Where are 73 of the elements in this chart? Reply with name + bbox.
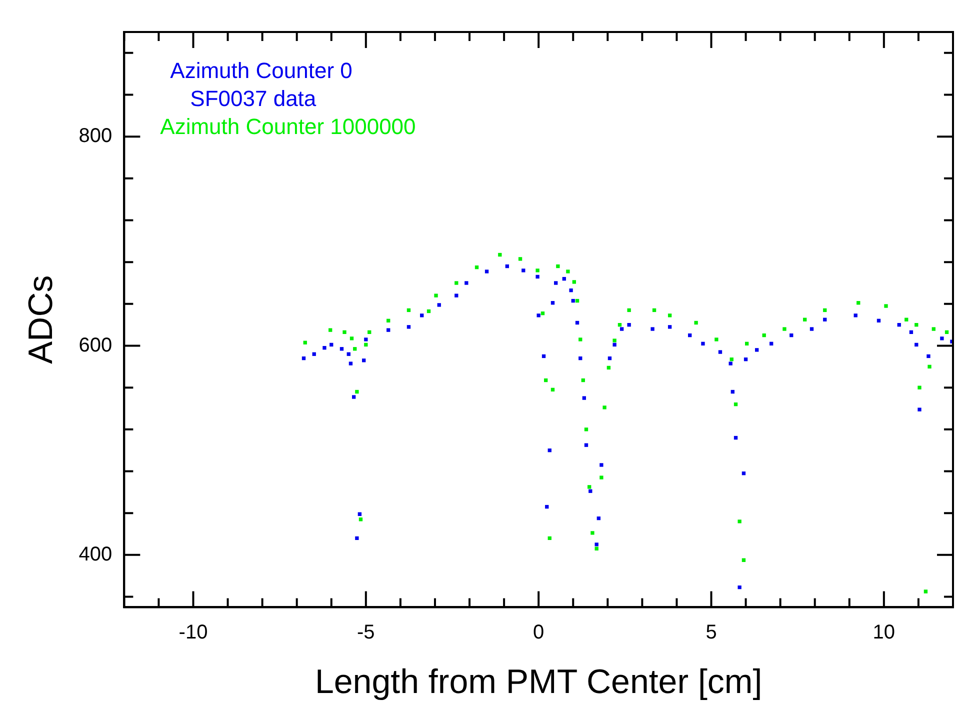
x-tick-label: -5 <box>357 622 375 644</box>
point <box>474 265 479 270</box>
point <box>627 308 631 312</box>
point <box>328 328 332 332</box>
point <box>364 342 368 347</box>
point <box>544 378 548 382</box>
point <box>694 320 698 325</box>
point <box>303 340 307 344</box>
point <box>856 301 860 305</box>
point <box>556 264 560 268</box>
x-axis-title: Length from PMT Center [cm] <box>314 662 762 701</box>
point <box>823 308 827 312</box>
point <box>454 281 458 285</box>
point <box>584 428 588 432</box>
point <box>762 333 766 338</box>
point <box>426 309 431 314</box>
x-tick-label: 5 <box>706 622 717 644</box>
point <box>782 327 786 331</box>
point <box>355 390 359 394</box>
point <box>406 308 411 312</box>
point <box>600 476 604 480</box>
point <box>350 336 354 340</box>
y-tick-label: 600 <box>78 334 112 356</box>
point <box>734 402 738 406</box>
point <box>353 347 357 351</box>
x-tick-label: -10 <box>178 622 208 644</box>
point <box>884 304 888 308</box>
point <box>518 257 522 261</box>
point <box>602 406 606 410</box>
point <box>594 546 598 550</box>
y-tick-label: 400 <box>78 543 112 566</box>
point <box>606 366 611 370</box>
point <box>714 338 718 342</box>
point <box>548 536 552 540</box>
point <box>575 298 580 303</box>
point <box>914 322 918 327</box>
point <box>536 268 540 272</box>
point <box>368 330 372 334</box>
point <box>618 322 622 327</box>
point <box>738 520 742 524</box>
point <box>578 338 582 342</box>
point <box>572 280 576 284</box>
point <box>944 330 949 334</box>
point <box>742 558 746 562</box>
text: Azimuth Counter 1000000 <box>160 114 416 140</box>
point <box>730 358 734 362</box>
point <box>498 252 502 257</box>
point <box>550 388 555 392</box>
point <box>918 386 922 390</box>
x-tick-label: 0 <box>533 622 544 644</box>
point <box>612 338 616 342</box>
point <box>932 327 936 331</box>
point <box>904 318 908 322</box>
point <box>588 485 592 489</box>
text: Azimuth Counter 0 <box>170 58 352 84</box>
point <box>744 342 749 346</box>
point <box>590 531 594 535</box>
point <box>928 364 932 368</box>
point <box>434 294 438 298</box>
point <box>668 314 672 318</box>
point <box>581 378 585 382</box>
annotation: SF0037 data <box>190 86 317 112</box>
point <box>566 270 570 274</box>
point <box>803 318 807 322</box>
x-tick-label: 10 <box>872 622 896 644</box>
point <box>540 311 545 316</box>
y-axis-title: ADCs <box>22 275 60 364</box>
y-tick-label: 800 <box>78 125 112 148</box>
point <box>924 590 928 594</box>
point <box>342 330 346 334</box>
point <box>386 318 390 322</box>
point <box>652 308 656 312</box>
point <box>358 518 363 522</box>
